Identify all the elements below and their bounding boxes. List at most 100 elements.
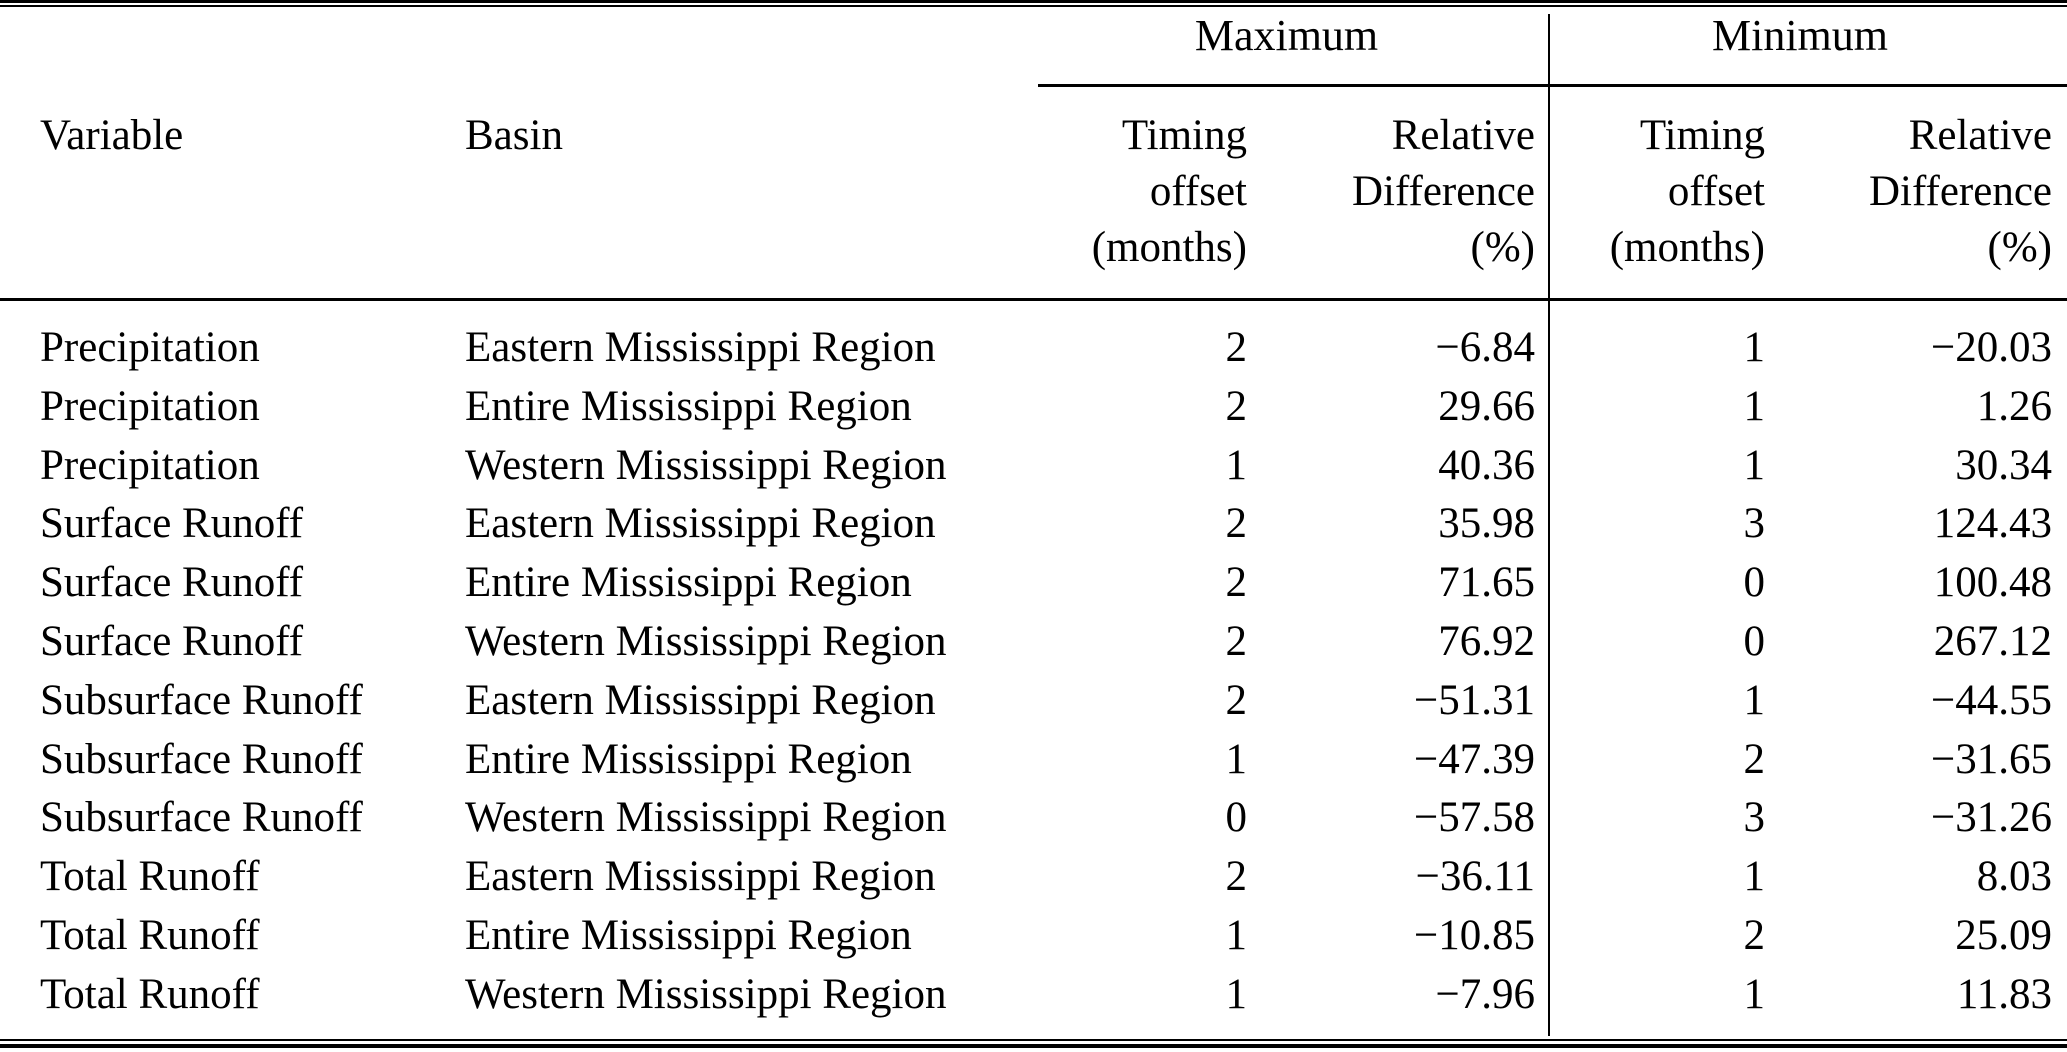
cell-basin: Entire Mississippi Region bbox=[465, 735, 912, 783]
cell-min-relative-difference: 1.26 bbox=[1976, 382, 2052, 430]
header-min-relative-difference: Relative Difference (%) bbox=[1765, 108, 2052, 276]
cell-basin: Western Mississippi Region bbox=[465, 617, 947, 665]
top-rule-outer bbox=[0, 0, 2067, 3]
cell-max-timing-offset: 0 bbox=[1225, 794, 1248, 842]
cell-max-relative-difference: −57.58 bbox=[1413, 794, 1535, 842]
cell-variable: Precipitation bbox=[40, 382, 260, 430]
cell-min-relative-difference: 267.12 bbox=[1933, 617, 2052, 665]
header-line: (%) bbox=[1987, 224, 2052, 271]
cell-max-relative-difference: −7.96 bbox=[1435, 970, 1535, 1018]
cell-min-relative-difference: 25.09 bbox=[1955, 911, 2052, 959]
header-line: (months) bbox=[1609, 224, 1765, 271]
cell-basin: Western Mississippi Region bbox=[465, 441, 947, 489]
cell-min-relative-difference: 11.83 bbox=[1956, 970, 2052, 1018]
header-line: offset bbox=[1667, 168, 1765, 215]
cell-min-timing-offset: 1 bbox=[1743, 441, 1766, 489]
cell-variable: Subsurface Runoff bbox=[40, 676, 363, 724]
cell-max-relative-difference: −10.85 bbox=[1413, 911, 1535, 959]
cell-max-relative-difference: 40.36 bbox=[1438, 441, 1535, 489]
cell-variable: Subsurface Runoff bbox=[40, 794, 363, 842]
cell-max-timing-offset: 2 bbox=[1225, 853, 1248, 901]
cell-basin: Western Mississippi Region bbox=[465, 970, 947, 1018]
cell-min-timing-offset: 0 bbox=[1743, 617, 1766, 665]
header-line: Difference bbox=[1351, 168, 1535, 215]
bottom-rule-outer bbox=[0, 1044, 2067, 1048]
cell-min-relative-difference: 8.03 bbox=[1976, 853, 2052, 901]
column-group-maximum: Maximum bbox=[1194, 11, 1379, 60]
header-line: offset bbox=[1149, 168, 1247, 215]
cell-variable: Precipitation bbox=[40, 324, 260, 371]
cell-variable: Subsurface Runoff bbox=[40, 735, 363, 783]
cell-min-timing-offset: 2 bbox=[1743, 911, 1766, 959]
cell-variable: Total Runoff bbox=[40, 853, 260, 901]
cell-min-timing-offset: 1 bbox=[1743, 324, 1766, 371]
cell-max-timing-offset: 2 bbox=[1225, 382, 1248, 430]
cell-basin: Eastern Mississippi Region bbox=[465, 853, 936, 901]
cell-basin: Eastern Mississippi Region bbox=[465, 500, 936, 548]
cell-variable: Total Runoff bbox=[40, 911, 260, 959]
cell-basin: Entire Mississippi Region bbox=[465, 911, 912, 959]
cell-max-relative-difference: 29.66 bbox=[1438, 382, 1535, 430]
header-max-relative-difference: Relative Difference (%) bbox=[1247, 108, 1535, 276]
header-line: Difference bbox=[1868, 168, 2052, 215]
cell-max-timing-offset: 1 bbox=[1225, 735, 1248, 783]
cell-min-relative-difference: −31.26 bbox=[1930, 794, 2052, 842]
cell-min-relative-difference: 30.34 bbox=[1955, 441, 2052, 489]
cell-min-relative-difference: 124.43 bbox=[1933, 500, 2052, 548]
cell-max-timing-offset: 2 bbox=[1225, 676, 1248, 724]
cell-min-timing-offset: 3 bbox=[1743, 794, 1766, 842]
spanner-underline bbox=[1038, 84, 2067, 87]
cell-min-relative-difference: −20.03 bbox=[1930, 324, 2052, 371]
header-min-timing-offset: Timing offset (months) bbox=[1535, 108, 1765, 276]
cell-variable: Precipitation bbox=[40, 441, 260, 489]
cell-max-timing-offset: 2 bbox=[1225, 559, 1248, 607]
header-line: Timing bbox=[1121, 112, 1247, 159]
header-variable: Variable bbox=[40, 112, 184, 159]
header-line: (%) bbox=[1470, 224, 1535, 271]
cell-variable: Surface Runoff bbox=[40, 617, 304, 665]
cell-max-relative-difference: 71.65 bbox=[1438, 559, 1535, 607]
table-header-row: Variable Basin Timing offset (months) Re… bbox=[40, 108, 2052, 276]
header-max-timing-offset: Timing offset (months) bbox=[1038, 108, 1247, 276]
bottom-rule-inner bbox=[0, 1039, 2067, 1041]
cell-max-timing-offset: 2 bbox=[1225, 617, 1248, 665]
cell-basin: Western Mississippi Region bbox=[465, 794, 947, 842]
table-body: Precipitation Eastern Mississippi Region… bbox=[40, 319, 2052, 1025]
cell-max-relative-difference: −36.11 bbox=[1415, 853, 1535, 901]
cell-max-timing-offset: 1 bbox=[1225, 911, 1248, 959]
max-min-divider bbox=[1548, 14, 1550, 1036]
cell-max-relative-difference: −47.39 bbox=[1413, 735, 1535, 783]
header-basin: Basin bbox=[465, 112, 563, 159]
cell-max-relative-difference: 76.92 bbox=[1438, 617, 1535, 665]
cell-basin: Eastern Mississippi Region bbox=[465, 324, 936, 371]
cell-variable: Total Runoff bbox=[40, 970, 260, 1018]
cell-variable: Surface Runoff bbox=[40, 559, 304, 607]
cell-max-relative-difference: −51.31 bbox=[1413, 676, 1535, 724]
cell-max-timing-offset: 2 bbox=[1225, 500, 1248, 548]
cell-variable: Surface Runoff bbox=[40, 500, 304, 548]
cell-min-timing-offset: 1 bbox=[1743, 382, 1766, 430]
top-rule-inner bbox=[0, 5, 2067, 7]
cell-max-timing-offset: 1 bbox=[1225, 441, 1248, 489]
header-line: (months) bbox=[1091, 224, 1247, 271]
header-line: Relative bbox=[1908, 112, 2052, 159]
header-line: Timing bbox=[1639, 112, 1765, 159]
cell-max-timing-offset: 2 bbox=[1225, 324, 1248, 371]
cell-min-timing-offset: 3 bbox=[1743, 500, 1766, 548]
cell-min-timing-offset: 1 bbox=[1743, 676, 1766, 724]
cell-min-relative-difference: 100.48 bbox=[1933, 559, 2052, 607]
cell-basin: Entire Mississippi Region bbox=[465, 382, 912, 430]
cell-max-relative-difference: −6.84 bbox=[1435, 324, 1535, 371]
cell-max-relative-difference: 35.98 bbox=[1438, 500, 1535, 548]
header-line: Relative bbox=[1391, 112, 1535, 159]
header-body-rule bbox=[0, 298, 2067, 301]
cell-min-timing-offset: 2 bbox=[1743, 735, 1766, 783]
cell-min-relative-difference: −31.65 bbox=[1930, 735, 2052, 783]
cell-min-relative-difference: −44.55 bbox=[1930, 676, 2052, 724]
column-group-minimum: Minimum bbox=[1711, 11, 1889, 60]
cell-min-timing-offset: 0 bbox=[1743, 559, 1766, 607]
cell-min-timing-offset: 1 bbox=[1743, 853, 1766, 901]
cell-min-timing-offset: 1 bbox=[1743, 970, 1766, 1018]
cell-basin: Eastern Mississippi Region bbox=[465, 676, 936, 724]
